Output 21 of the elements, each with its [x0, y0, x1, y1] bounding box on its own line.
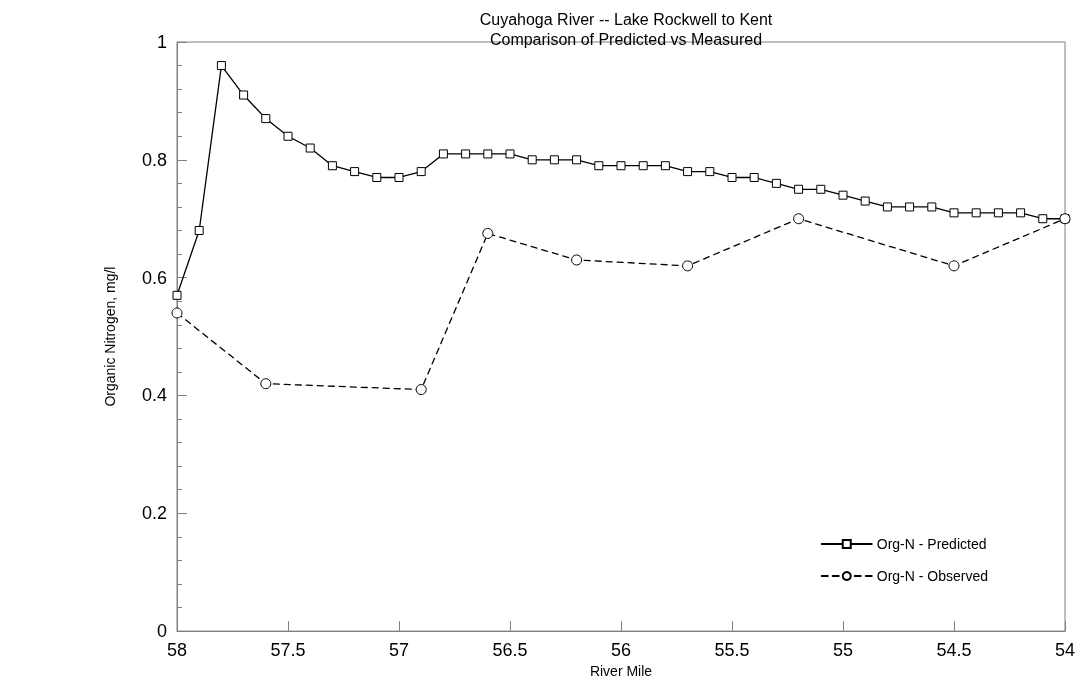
x-tick-label: 58: [166, 640, 188, 661]
x-tick-label: 56.5: [492, 640, 528, 661]
x-tick-label: 55: [832, 640, 854, 661]
chart-subtitle: Comparison of Predicted vs Measured: [489, 30, 763, 48]
x-axis-title: River Mile: [589, 663, 653, 679]
chart-title: Cuyahoga River -- Lake Rockwell to Kent: [479, 10, 773, 28]
y-tick-label: 0.8: [141, 149, 167, 170]
y-tick-label: 1: [156, 32, 167, 52]
legend-label: Org-N - Observed: [876, 568, 988, 584]
legend-label: Org-N - Predicted: [876, 536, 987, 552]
x-tick-label: 54: [1054, 640, 1076, 661]
y-axis-title: Organic Nitrogen, mg/l: [102, 266, 118, 407]
y-tick-label: 0.4: [141, 385, 167, 406]
x-tick-label: 57: [388, 640, 410, 661]
x-tick-label: 56: [610, 640, 632, 661]
x-tick-label: 57.5: [270, 640, 306, 661]
y-tick-label: 0: [156, 621, 167, 642]
x-tick-label: 55.5: [714, 640, 750, 661]
y-tick-label: 0.2: [141, 503, 167, 524]
x-tick-label: 54.5: [936, 640, 972, 661]
y-tick-label: 0.6: [141, 267, 167, 288]
